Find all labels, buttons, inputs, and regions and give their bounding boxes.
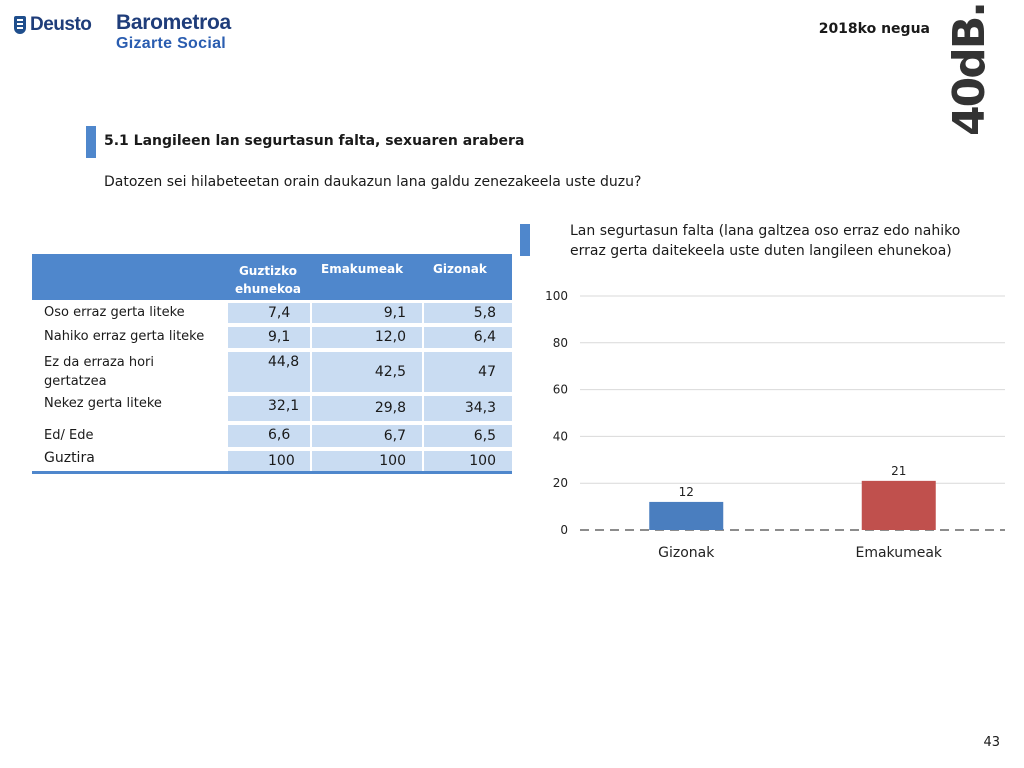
x-tick-label: Gizonak xyxy=(658,545,715,561)
y-tick-label: 60 xyxy=(553,383,568,397)
cell-men: 6,5 xyxy=(424,425,512,447)
cell-men: 6,4 xyxy=(424,327,512,348)
row-label: Guztira xyxy=(44,450,95,466)
y-tick-label: 20 xyxy=(553,476,568,490)
y-tick-label: 40 xyxy=(553,429,568,443)
cell-men: 47 xyxy=(424,352,512,392)
cell-women: 12,0 xyxy=(312,327,422,348)
cell-total: 32,1 xyxy=(228,396,310,421)
survey-question: Datozen sei hilabeteetan orain daukazun … xyxy=(104,174,642,190)
cell-women: 9,1 xyxy=(312,303,422,323)
bar-emakumeak xyxy=(861,480,936,530)
bar-gizonak xyxy=(649,501,724,530)
bar-chart: 0 20 40 60 80 100 12 Gizonak 21 Emakumeak xyxy=(545,289,1005,561)
row-label: Nahiko erraz gerta liteke xyxy=(44,329,205,344)
cell-men: 34,3 xyxy=(424,396,512,421)
season-label: 2018ko negua xyxy=(818,21,930,37)
column-header-women: Emakumeak xyxy=(321,262,404,276)
brand-logo-40db: 40dB. xyxy=(944,3,995,136)
cell-men: 5,8 xyxy=(424,303,512,323)
y-tick-label: 80 xyxy=(553,336,568,350)
barometroa-logo-text: Barometroa xyxy=(116,11,231,34)
page-number: 43 xyxy=(983,735,1000,750)
cell-total: 6,6 xyxy=(228,425,310,447)
x-tick-label: Emakumeak xyxy=(855,545,942,561)
deusto-logo: Deusto xyxy=(14,14,92,36)
row-label: Nekez gerta liteke xyxy=(44,396,162,411)
table-row: Oso erraz gerta liteke 7,4 9,1 5,8 xyxy=(32,300,512,325)
cell-total: 9,1 xyxy=(228,327,310,348)
cell-total: 7,4 xyxy=(228,303,310,323)
shield-icon xyxy=(14,16,26,34)
deusto-logo-text: Deusto xyxy=(30,14,92,35)
section-accent-bar xyxy=(86,126,96,158)
chart-accent-bar xyxy=(520,224,530,256)
table-header: Guztizko ehunekoa Emakumeak Gizonak xyxy=(32,254,512,300)
cell-men: 100 xyxy=(424,451,512,471)
table-row: Ed/ Ede 6,6 6,7 6,5 xyxy=(32,423,512,449)
results-table: Guztizko ehunekoa Emakumeak Gizonak Oso … xyxy=(32,254,512,474)
row-label: Ed/ Ede xyxy=(44,428,94,443)
chart-title: Lan segurtasun falta (lana galtzea oso e… xyxy=(570,223,961,259)
cell-total: 100 xyxy=(228,451,310,471)
cell-total: 44,8 xyxy=(228,352,310,392)
barometroa-logo: Barometroa Gizarte Social xyxy=(116,12,231,52)
row-label: Oso erraz gerta liteke xyxy=(44,305,185,320)
table-bottom-border xyxy=(32,471,512,474)
table-row: Nahiko erraz gerta liteke 9,1 12,0 6,4 xyxy=(32,325,512,350)
cell-women: 100 xyxy=(312,451,422,471)
cell-women: 29,8 xyxy=(312,396,422,421)
cell-women: 6,7 xyxy=(312,425,422,447)
column-header-men: Gizonak xyxy=(433,262,487,276)
gizarte-social-logo-text: Gizarte Social xyxy=(116,35,227,52)
table-row: Nekez gerta liteke 32,1 29,8 34,3 xyxy=(32,394,512,423)
cell-women: 42,5 xyxy=(312,352,422,392)
row-label: Ez da erraza hori gertatzea xyxy=(44,355,155,389)
y-tick-label: 0 xyxy=(560,523,568,537)
data-label: 21 xyxy=(891,464,906,478)
table-row: Guztira 100 100 100 xyxy=(32,449,512,471)
table-row: Ez da erraza hori gertatzea 44,8 42,5 47 xyxy=(32,350,512,394)
data-label: 12 xyxy=(679,485,694,499)
y-tick-label: 100 xyxy=(545,289,568,303)
section-title: 5.1 Langileen lan segurtasun falta, sexu… xyxy=(104,133,525,149)
column-header-total: Guztizko ehunekoa xyxy=(235,264,301,296)
